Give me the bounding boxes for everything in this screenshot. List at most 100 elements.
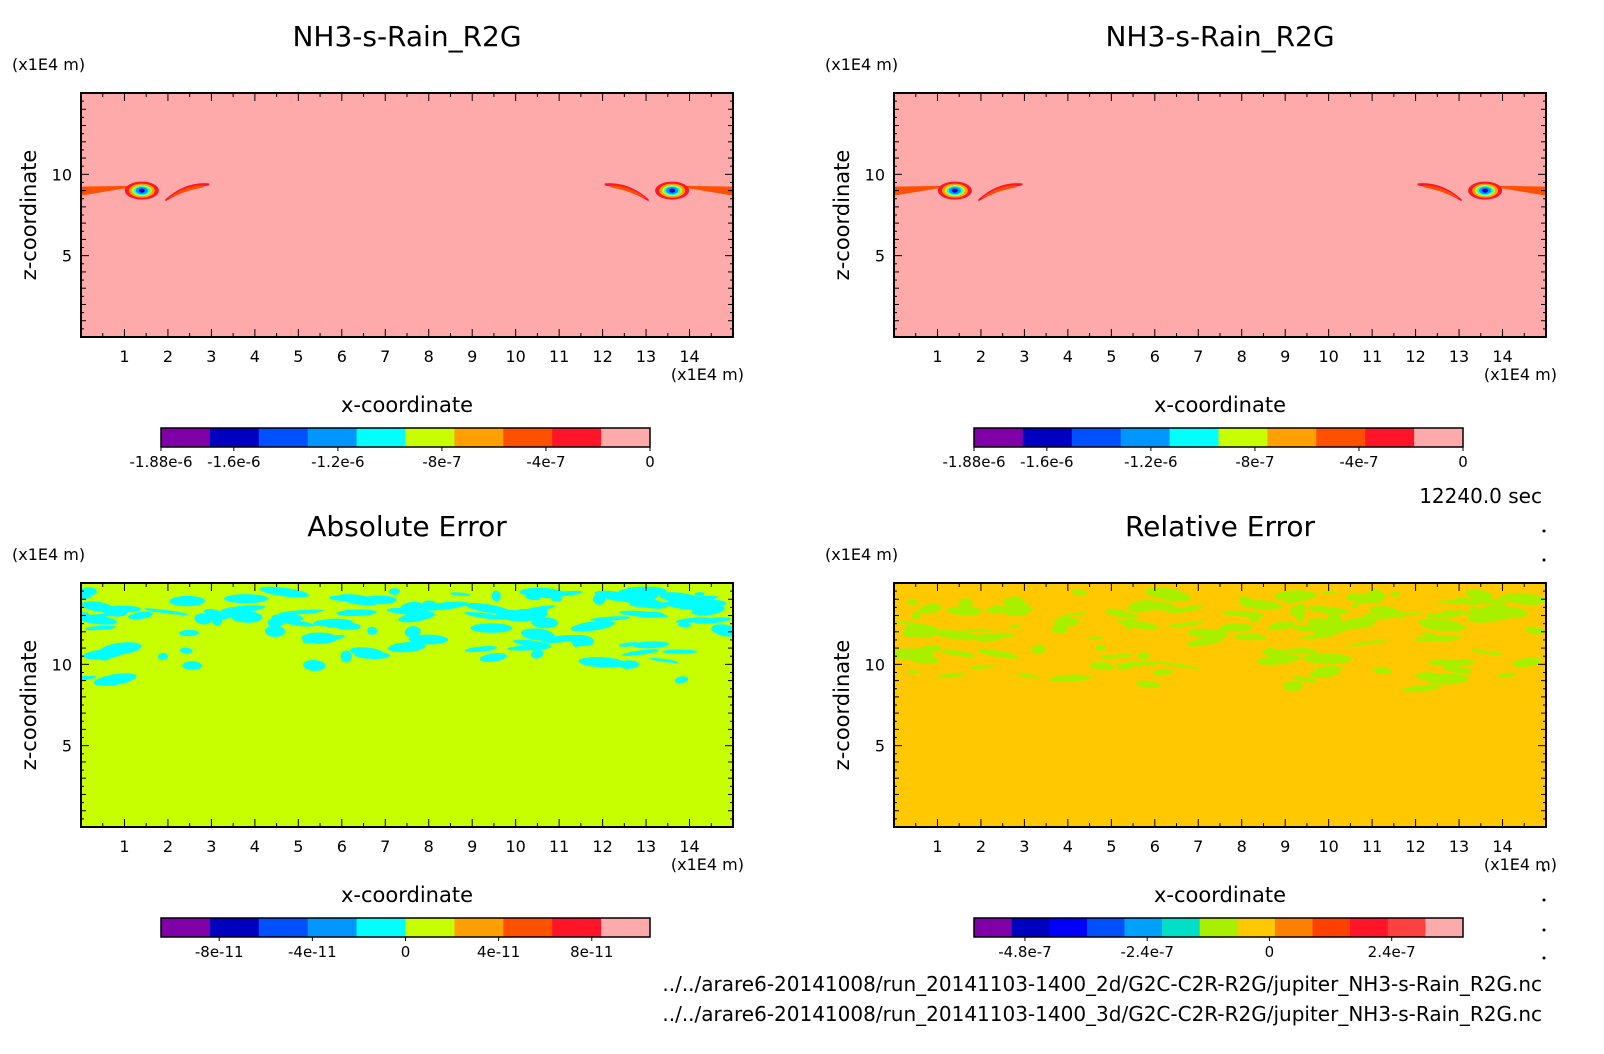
x-tick-label: 6 — [337, 347, 347, 366]
error-patch — [1402, 684, 1441, 693]
colorbar-label: 0 — [401, 943, 411, 961]
error-patch — [1374, 612, 1423, 620]
x-tick-label: 5 — [293, 837, 303, 856]
colorbar-swatch — [454, 918, 504, 937]
error-patch — [590, 616, 631, 622]
colorbar-label: -1.88e-6 — [130, 453, 193, 471]
error-patch — [404, 626, 421, 638]
error-patch — [1238, 599, 1283, 610]
colorbar-frame — [160, 427, 651, 448]
x-tick-label: 10 — [505, 347, 525, 366]
error-patch — [907, 670, 920, 674]
error-patch — [1137, 652, 1150, 660]
chart-panel-3: Absolute Error(x1E4 m)(x1E4 m)1 2 3 4 5 6 7 8 9 1… — [12, 510, 744, 961]
colorbar-swatch — [1169, 428, 1219, 447]
error-patch — [1351, 603, 1360, 608]
colorbar-label: -1.2e-6 — [311, 453, 364, 471]
error-patch — [1220, 623, 1254, 632]
error-patch — [663, 601, 704, 610]
error-patch — [1087, 636, 1104, 640]
x-axis-title: x-coordinate — [1154, 393, 1286, 417]
x-tick-label: 7 — [1193, 347, 1203, 366]
rain-tail — [165, 183, 210, 202]
error-patch — [1152, 668, 1173, 676]
x-tick-label: 5 — [1106, 347, 1116, 366]
error-patch — [337, 594, 379, 606]
chart-title: NH3-s-Rain_R2G — [292, 20, 521, 53]
error-patch — [1330, 655, 1340, 659]
rain-tail-inner — [982, 185, 1017, 199]
field-features — [894, 587, 1546, 693]
error-patch — [1008, 624, 1021, 628]
error-patch — [1312, 629, 1342, 636]
error-patch — [367, 626, 378, 635]
colorbar-swatch — [1049, 918, 1088, 937]
colorbar-swatch — [601, 428, 651, 447]
x-tick-label: 5 — [1106, 837, 1116, 856]
error-patch — [520, 628, 555, 641]
x-tick-label: 2 — [976, 347, 986, 366]
error-patch — [582, 657, 629, 667]
x-tick-label: 10 — [505, 837, 525, 856]
error-patch — [1186, 636, 1225, 647]
error-patch — [1135, 680, 1161, 688]
colorbar-label: -1.6e-6 — [207, 453, 260, 471]
rain-tail-inner — [169, 185, 204, 199]
error-patch — [1512, 657, 1542, 668]
colorbar-swatch — [1425, 918, 1464, 937]
error-patch — [512, 639, 551, 648]
x-unit-label: (x1E4 m) — [1484, 855, 1557, 874]
x-tick-label: 13 — [1449, 837, 1469, 856]
error-patch — [178, 629, 199, 637]
x-tick-label: 11 — [1362, 347, 1382, 366]
error-patch — [408, 634, 449, 645]
error-patch — [81, 614, 118, 625]
error-patch — [465, 602, 511, 614]
x-tick-label: 12 — [1405, 837, 1425, 856]
error-patch — [336, 609, 377, 617]
field-features — [894, 181, 1546, 202]
error-patch — [1306, 606, 1350, 614]
colorbar-swatch — [503, 918, 553, 937]
colorbar-label: -8e-7 — [1235, 453, 1274, 471]
error-patch — [1249, 615, 1261, 623]
error-patch — [271, 613, 304, 623]
colorbar-label: -4e-7 — [526, 453, 565, 471]
x-tick-label: 1 — [119, 837, 129, 856]
error-patch — [1283, 648, 1318, 655]
chart-panel-2: NH3-s-Rain_R2G(x1E4 m)(x1E4 m)1 2 3 4 5 6 7 8 9 1… — [825, 20, 1557, 471]
error-patch — [231, 611, 263, 623]
error-patch — [1425, 612, 1460, 619]
chart-panel-1: NH3-s-Rain_R2G(x1E4 m)(x1E4 m)1 2 3 4 5 6 7 8 9 1… — [12, 20, 744, 471]
error-patch — [1427, 659, 1477, 666]
error-patch — [933, 629, 981, 641]
colorbar-swatch — [307, 428, 358, 447]
colorbar-swatch — [454, 428, 504, 447]
error-patch — [662, 649, 698, 654]
rain-tail — [978, 183, 1023, 202]
error-patch — [940, 649, 976, 658]
colorbar-label: 4e-11 — [477, 943, 520, 961]
error-patch — [1120, 613, 1139, 619]
error-patch — [1256, 654, 1302, 665]
x-unit-label: (x1E4 m) — [671, 365, 744, 384]
error-patch — [677, 622, 692, 628]
error-patch — [1442, 665, 1473, 674]
x-tick-label: 8 — [424, 347, 434, 366]
x-tick-label: 6 — [1150, 347, 1160, 366]
x-axis-title: x-coordinate — [1154, 883, 1286, 907]
x-tick-label: 8 — [1237, 347, 1247, 366]
error-patch — [84, 625, 117, 631]
error-patch — [918, 603, 942, 614]
file-path-2: ../../arare6-20141008/run_20141103-1400_… — [662, 1002, 1542, 1026]
error-patch — [1466, 613, 1505, 623]
error-patch — [340, 650, 352, 663]
error-patch — [264, 625, 286, 637]
error-patch — [82, 649, 123, 660]
error-patch — [1489, 606, 1529, 618]
error-patch — [946, 606, 983, 616]
colorbar-label: -1.2e-6 — [1124, 453, 1177, 471]
colorbar-frame — [973, 427, 1464, 448]
margin-dot — [1542, 529, 1546, 533]
